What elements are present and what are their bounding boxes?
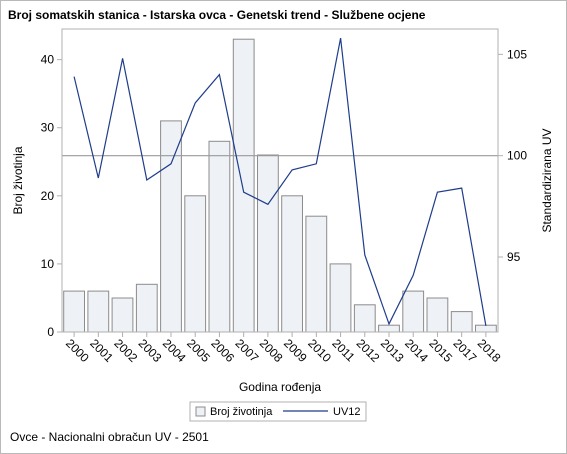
x-tick-label-2007: 2007 xyxy=(233,336,262,365)
y-left-axis-title: Broj životinja xyxy=(11,146,25,214)
right-tick-label: 95 xyxy=(507,250,521,264)
x-tick-label-2002: 2002 xyxy=(111,336,140,365)
bar-group xyxy=(63,38,497,333)
x-tick-label-2017: 2017 xyxy=(451,336,480,365)
legend-label-uv12: UV12 xyxy=(333,406,361,418)
x-tick-label-2010: 2010 xyxy=(305,336,334,365)
y-right-axis-title: Standardizirana UV xyxy=(540,128,554,232)
legend-bar-swatch xyxy=(195,406,206,417)
left-tick-label: 40 xyxy=(41,53,55,67)
legend-label-broj-zivotinja: Broj životinja xyxy=(210,406,273,418)
footnote: Ovce - Nacionalni obračun UV - 2501 xyxy=(10,430,209,444)
bar-2005 xyxy=(184,195,207,333)
left-tick-label: 10 xyxy=(41,257,55,271)
bar-2014 xyxy=(402,290,425,333)
legend-box xyxy=(189,401,367,422)
bar-2018 xyxy=(475,324,497,333)
x-tick-label-2001: 2001 xyxy=(87,336,116,365)
x-tick-label-2015: 2015 xyxy=(426,336,455,365)
bar-2013 xyxy=(378,324,400,333)
x-tick-label-2009: 2009 xyxy=(281,336,310,365)
right-tick-label: 100 xyxy=(507,149,527,163)
bar-2002 xyxy=(111,297,134,333)
bar-2010 xyxy=(305,215,328,333)
bar-2004 xyxy=(160,120,182,333)
bar-2015 xyxy=(426,297,449,333)
bar-2007 xyxy=(232,38,255,333)
x-tick-label-2012: 2012 xyxy=(354,336,383,365)
bar-2012 xyxy=(353,304,376,333)
bar-2008 xyxy=(257,154,279,333)
x-tick-label-2004: 2004 xyxy=(160,336,189,365)
left-tick-label: 30 xyxy=(41,121,55,135)
right-tick-label: 105 xyxy=(507,47,527,61)
x-tick-label-2018: 2018 xyxy=(475,336,504,365)
bar-2009 xyxy=(281,195,304,333)
uv12-line-group xyxy=(73,37,487,327)
bar-2000 xyxy=(63,290,85,333)
plot-area-frame xyxy=(61,28,499,333)
x-tick-label-2011: 2011 xyxy=(329,336,357,364)
chart-title: Broj somatskih stanica - Istarska ovca -… xyxy=(8,8,426,22)
bar-2003 xyxy=(135,283,158,333)
bar-2001 xyxy=(87,290,110,333)
x-tick-label-2000: 2000 xyxy=(63,336,92,365)
uv12-line xyxy=(73,37,487,327)
left-tick-label: 0 xyxy=(47,325,54,339)
x-tick-label-2014: 2014 xyxy=(402,336,431,365)
bar-2006 xyxy=(208,140,231,333)
bar-2011 xyxy=(329,263,352,333)
legend: Broj životinja UV12 xyxy=(189,401,367,422)
x-tick-label-2013: 2013 xyxy=(378,336,407,365)
x-axis-title: Godina rođenja xyxy=(239,380,321,394)
x-tick-label-2008: 2008 xyxy=(257,336,286,365)
bar-2017 xyxy=(450,311,473,333)
x-tick-label-2005: 2005 xyxy=(184,336,213,365)
x-tick-label-2006: 2006 xyxy=(208,336,237,365)
x-tick-label-2003: 2003 xyxy=(136,336,165,365)
left-tick-label: 20 xyxy=(41,189,55,203)
